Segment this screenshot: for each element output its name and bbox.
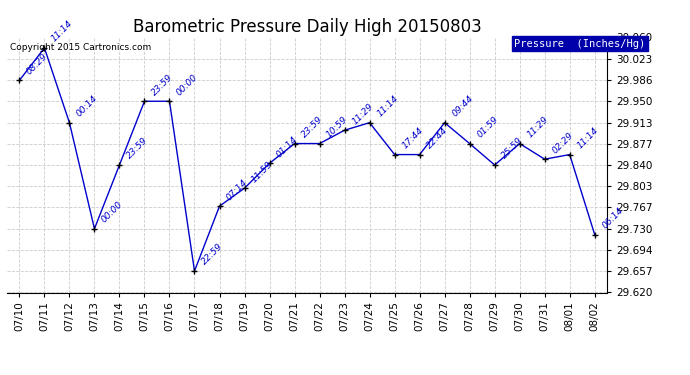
- Text: 00:14: 00:14: [75, 94, 100, 118]
- Text: 17:44: 17:44: [400, 126, 425, 150]
- Text: 22:44: 22:44: [425, 126, 450, 150]
- Text: 25:59: 25:59: [500, 136, 525, 161]
- Text: 11:59: 11:59: [250, 159, 275, 184]
- Text: 23:59: 23:59: [125, 136, 150, 161]
- Text: 02:29: 02:29: [550, 130, 575, 155]
- Text: Copyright 2015 Cartronics.com: Copyright 2015 Cartronics.com: [10, 43, 151, 52]
- Text: 23:59: 23:59: [150, 72, 175, 97]
- Text: 11:14: 11:14: [375, 94, 400, 118]
- Text: 01:59: 01:59: [475, 115, 500, 140]
- Text: 00:00: 00:00: [100, 200, 125, 225]
- Text: 11:29: 11:29: [525, 115, 550, 140]
- Text: 23:59: 23:59: [300, 115, 325, 140]
- Text: 06:14: 06:14: [600, 206, 625, 230]
- Text: 01:14: 01:14: [275, 134, 300, 159]
- Text: 09:44: 09:44: [450, 94, 475, 118]
- Text: 08:29: 08:29: [25, 51, 50, 76]
- Title: Barometric Pressure Daily High 20150803: Barometric Pressure Daily High 20150803: [132, 18, 482, 36]
- Text: 00:00: 00:00: [175, 72, 200, 97]
- Text: 11:14: 11:14: [50, 19, 75, 44]
- Text: 07:14: 07:14: [225, 177, 250, 202]
- Text: 11:29: 11:29: [350, 101, 375, 126]
- Text: 11:14: 11:14: [575, 126, 600, 150]
- Text: Pressure  (Inches/Hg): Pressure (Inches/Hg): [514, 39, 645, 49]
- Text: 10:59: 10:59: [325, 115, 350, 140]
- Text: 22:59: 22:59: [200, 242, 225, 267]
